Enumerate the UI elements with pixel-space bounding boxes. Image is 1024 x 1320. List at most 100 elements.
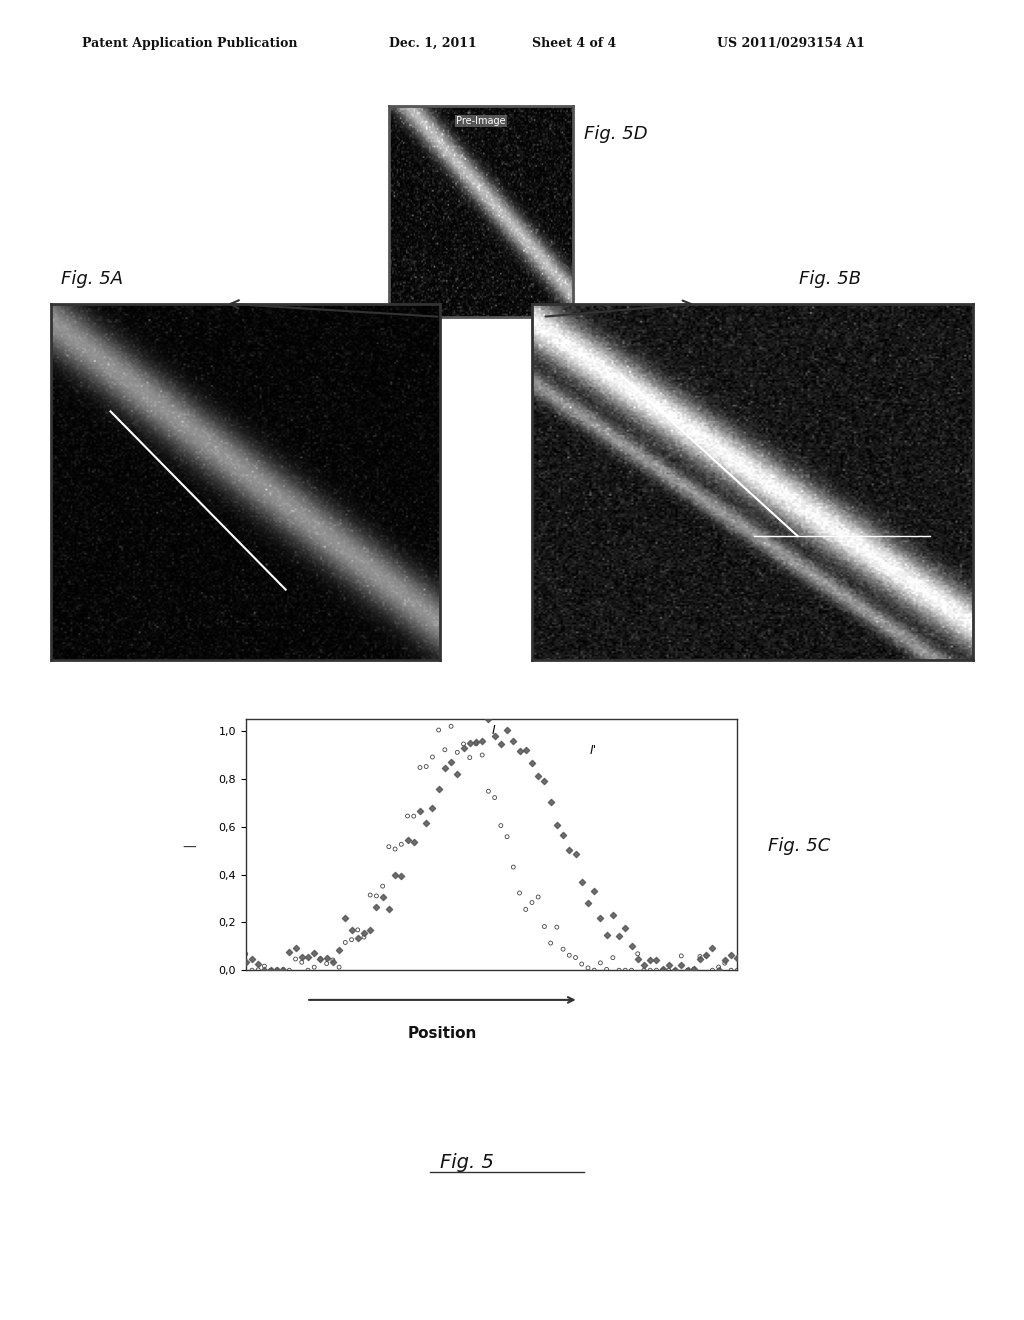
Point — [399, 805, 416, 826]
Point — [654, 958, 671, 979]
Point — [343, 929, 359, 950]
Point — [692, 946, 709, 968]
Text: —: — — [182, 841, 197, 854]
Point — [604, 946, 621, 968]
Point — [505, 731, 521, 752]
Point — [543, 932, 559, 953]
Point — [611, 925, 628, 946]
Point — [337, 908, 353, 929]
Point — [698, 945, 715, 966]
Point — [312, 949, 329, 970]
Point — [393, 866, 410, 887]
Point — [511, 883, 527, 904]
Point — [667, 960, 683, 981]
Point — [580, 957, 596, 978]
Point — [375, 887, 391, 908]
Text: Fig. 5A: Fig. 5A — [61, 269, 124, 288]
Text: US 2011/0293154 A1: US 2011/0293154 A1 — [717, 37, 864, 50]
Point — [679, 960, 695, 981]
Point — [673, 954, 689, 975]
Point — [648, 949, 665, 970]
Point — [294, 946, 310, 968]
Point — [462, 747, 478, 768]
Point — [436, 739, 453, 760]
Point — [537, 916, 553, 937]
Text: I': I' — [590, 744, 597, 758]
Text: Dec. 1, 2011: Dec. 1, 2011 — [389, 37, 477, 50]
Point — [523, 752, 540, 774]
Point — [238, 952, 254, 973]
Point — [486, 787, 503, 808]
Point — [636, 960, 652, 981]
Point — [424, 747, 440, 768]
Point — [717, 950, 733, 972]
Point — [530, 766, 547, 787]
Point — [318, 953, 335, 974]
Text: Position: Position — [408, 1027, 477, 1041]
Point — [493, 814, 509, 836]
Point — [729, 960, 745, 981]
Point — [412, 756, 428, 777]
Point — [617, 960, 634, 981]
Text: Fig. 5C: Fig. 5C — [768, 837, 830, 855]
Point — [711, 960, 727, 981]
Point — [450, 763, 466, 784]
Point — [517, 739, 534, 760]
Point — [624, 936, 640, 957]
Point — [561, 945, 578, 966]
Point — [499, 826, 515, 847]
Point — [705, 937, 721, 958]
Point — [723, 945, 739, 966]
Point — [282, 941, 298, 962]
Text: Fig. 5B: Fig. 5B — [799, 269, 861, 288]
Point — [592, 952, 608, 973]
Point — [468, 733, 484, 754]
Point — [630, 944, 646, 965]
Point — [355, 923, 372, 944]
Point — [268, 960, 285, 981]
Point — [598, 958, 614, 979]
Point — [530, 887, 547, 908]
Point — [685, 958, 701, 979]
Point — [256, 960, 272, 981]
Point — [667, 960, 683, 981]
Point — [604, 904, 621, 925]
Point — [288, 949, 304, 970]
Point — [474, 744, 490, 766]
Point — [349, 928, 366, 949]
Point — [436, 758, 453, 779]
Text: Pre-Image: Pre-Image — [457, 116, 506, 127]
Point — [685, 958, 701, 979]
Point — [648, 960, 665, 981]
Point — [654, 960, 671, 981]
Point — [456, 734, 472, 755]
Point — [250, 954, 266, 975]
Point — [318, 946, 335, 968]
Point — [723, 960, 739, 981]
Text: Sheet 4 of 4: Sheet 4 of 4 — [532, 37, 616, 50]
Point — [244, 960, 260, 981]
Point — [705, 960, 721, 981]
Point — [642, 960, 658, 981]
Point — [567, 946, 584, 968]
Point — [480, 709, 497, 730]
Text: I: I — [492, 725, 496, 738]
Point — [443, 715, 460, 737]
Point — [337, 932, 353, 953]
Point — [306, 957, 323, 978]
Point — [660, 954, 677, 975]
Point — [580, 892, 596, 913]
Point — [573, 871, 590, 892]
Point — [586, 880, 602, 902]
Point — [480, 780, 497, 801]
Text: Fig. 5D: Fig. 5D — [584, 124, 647, 143]
Point — [660, 960, 677, 981]
Point — [430, 779, 446, 800]
Point — [505, 857, 521, 878]
Point — [462, 733, 478, 754]
Point — [406, 805, 422, 826]
Point — [511, 741, 527, 762]
Point — [573, 953, 590, 974]
Point — [418, 813, 434, 834]
Point — [294, 952, 310, 973]
